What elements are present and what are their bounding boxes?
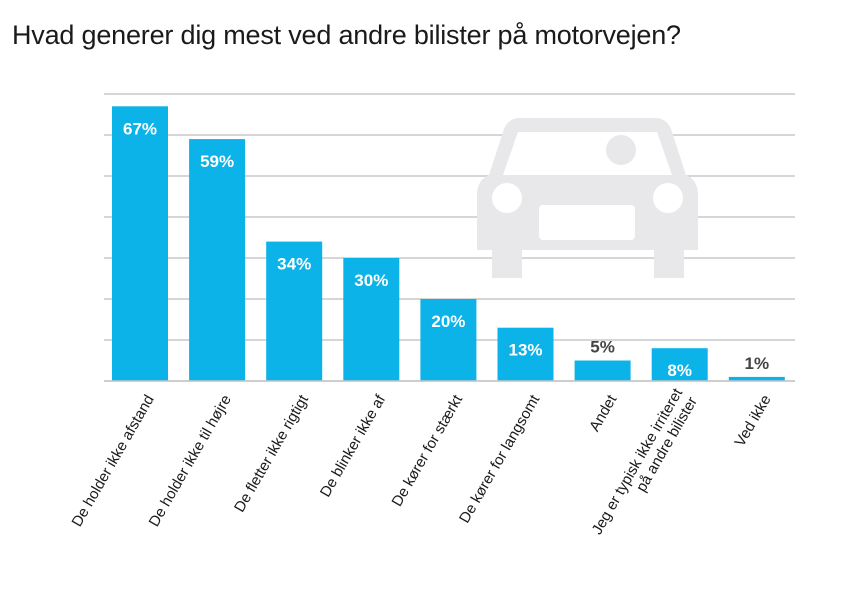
category-label-line: De holder ikke til højre bbox=[146, 392, 235, 530]
data-label: 34% bbox=[277, 255, 311, 274]
car-icon bbox=[477, 118, 698, 278]
category-label-line: De holder ikke afstand bbox=[68, 392, 157, 530]
category-label-line: Andet bbox=[586, 391, 621, 434]
bar bbox=[420, 299, 477, 381]
category-label: De fletter ikke rigtigt bbox=[231, 391, 312, 515]
bar bbox=[497, 327, 554, 381]
category-label: Andet bbox=[586, 391, 621, 434]
bar bbox=[728, 376, 785, 381]
bar bbox=[651, 348, 708, 381]
data-label: 1% bbox=[745, 354, 770, 373]
data-label: 5% bbox=[590, 338, 615, 357]
data-label: 30% bbox=[354, 271, 388, 290]
bar bbox=[112, 106, 168, 382]
category-label: De kører for stærkt bbox=[389, 391, 467, 509]
category-label: De holder ikke afstand bbox=[68, 392, 157, 530]
data-label: 59% bbox=[200, 152, 234, 171]
bar bbox=[189, 139, 246, 381]
bar bbox=[266, 241, 323, 381]
chart-title: Hvad generer dig mest ved andre bilister… bbox=[12, 20, 681, 50]
category-label: Ved ikke bbox=[732, 392, 775, 450]
bar bbox=[343, 258, 400, 381]
bar bbox=[574, 360, 631, 381]
category-label: De kører for langsomt bbox=[456, 391, 544, 526]
category-label: De blinker ikke af bbox=[317, 391, 390, 500]
data-label: 67% bbox=[123, 119, 157, 138]
category-label-line: De kører for stærkt bbox=[389, 391, 467, 509]
category-label-line: De blinker ikke af bbox=[317, 391, 390, 500]
category-label-line: De fletter ikke rigtigt bbox=[231, 391, 312, 515]
category-label-line: Ved ikke bbox=[732, 392, 775, 450]
category-label-line: De kører for langsomt bbox=[456, 391, 544, 526]
data-label: 13% bbox=[508, 341, 542, 360]
data-label: 20% bbox=[431, 312, 465, 331]
data-label: 8% bbox=[667, 361, 692, 380]
category-label: De holder ikke til højre bbox=[146, 392, 235, 530]
